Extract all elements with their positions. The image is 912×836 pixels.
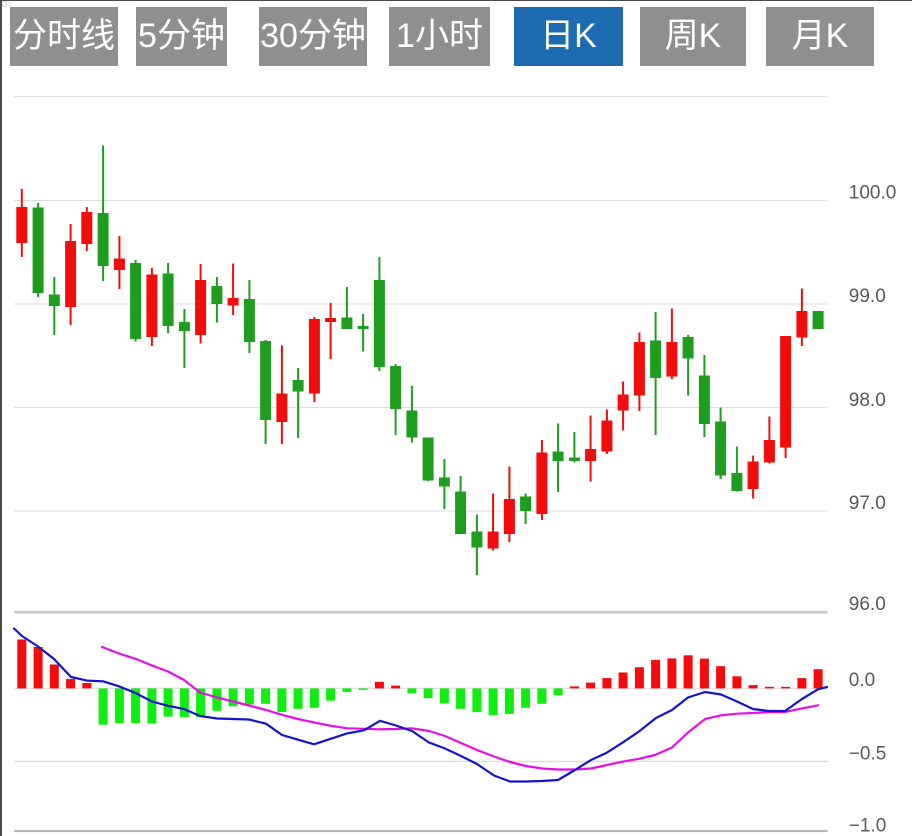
svg-text:98.0: 98.0 [849,390,886,411]
svg-text:0.0: 0.0 [849,670,875,691]
svg-text:99.0: 99.0 [849,286,886,307]
svg-text:96.0: 96.0 [849,594,886,615]
svg-text:−1.0: −1.0 [849,816,887,836]
svg-text:97.0: 97.0 [849,493,886,514]
svg-text:100.0: 100.0 [849,183,897,204]
svg-text:−0.5: −0.5 [849,744,887,765]
